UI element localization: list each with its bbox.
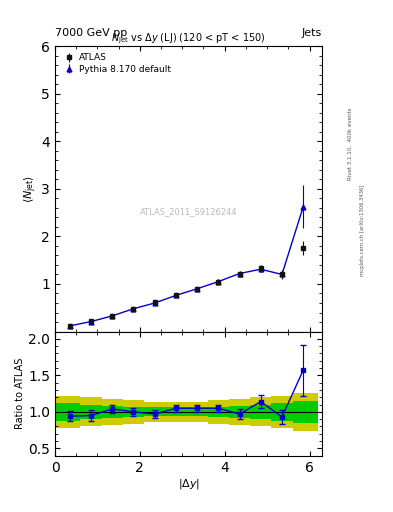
Title: $N_\mathrm{jet}$ vs $\Delta y$ (LJ) (120 < pT < 150): $N_\mathrm{jet}$ vs $\Delta y$ (LJ) (120… xyxy=(111,32,266,46)
Text: ATLAS_2011_S9126244: ATLAS_2011_S9126244 xyxy=(140,207,237,216)
Text: Jets: Jets xyxy=(302,28,322,38)
X-axis label: $|\Delta y|$: $|\Delta y|$ xyxy=(178,477,200,492)
Text: Rivet 3.1.10,  400k events: Rivet 3.1.10, 400k events xyxy=(348,107,353,180)
Y-axis label: $\langle N_\mathrm{jet}\rangle$: $\langle N_\mathrm{jet}\rangle$ xyxy=(22,175,39,203)
Legend: ATLAS, Pythia 8.170 default: ATLAS, Pythia 8.170 default xyxy=(59,51,174,77)
Y-axis label: Ratio to ATLAS: Ratio to ATLAS xyxy=(15,358,26,429)
Text: 7000 GeV pp: 7000 GeV pp xyxy=(55,28,127,38)
Text: mcplots.cern.ch [arXiv:1306.3436]: mcplots.cern.ch [arXiv:1306.3436] xyxy=(360,185,365,276)
